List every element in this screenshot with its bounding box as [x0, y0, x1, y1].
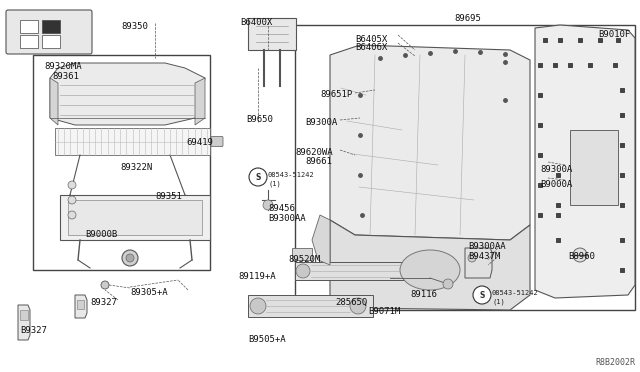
Bar [295, 262, 405, 280]
Text: (1): (1) [268, 181, 281, 187]
Text: 89119+A: 89119+A [238, 272, 276, 281]
Text: B8960: B8960 [568, 252, 595, 261]
Text: S: S [255, 173, 260, 182]
Circle shape [573, 248, 587, 262]
Polygon shape [330, 220, 530, 310]
Circle shape [101, 281, 109, 289]
Bar [295, 25, 635, 310]
Text: 89350: 89350 [122, 22, 148, 31]
Bar [570, 130, 618, 205]
Text: 89351: 89351 [155, 192, 182, 201]
Text: B9000A: B9000A [540, 180, 572, 189]
Text: B9300A: B9300A [305, 118, 337, 127]
Text: 89361: 89361 [52, 72, 79, 81]
Polygon shape [195, 78, 205, 125]
Text: 08543-51242: 08543-51242 [492, 290, 539, 296]
Bar [42, 35, 60, 48]
Circle shape [68, 196, 76, 204]
Text: 89305+A: 89305+A [130, 288, 168, 297]
Text: B9071M: B9071M [368, 307, 400, 316]
Text: B6400X: B6400X [240, 18, 272, 27]
Circle shape [443, 279, 453, 289]
Bar [55, 128, 210, 155]
Bar [42, 20, 60, 33]
Polygon shape [50, 78, 58, 125]
Circle shape [250, 298, 266, 314]
Bar [248, 295, 373, 317]
Circle shape [468, 254, 476, 262]
Text: 89695: 89695 [454, 14, 481, 23]
Text: B9437M: B9437M [468, 252, 500, 261]
Polygon shape [312, 215, 330, 265]
Bar [292, 248, 312, 260]
Text: 89456: 89456 [268, 204, 295, 213]
Polygon shape [75, 295, 87, 318]
Bar [77, 300, 84, 309]
Polygon shape [535, 25, 635, 298]
Text: B9300AA: B9300AA [468, 242, 506, 251]
Text: 89320MA: 89320MA [44, 62, 82, 71]
Circle shape [350, 298, 366, 314]
Text: 89116: 89116 [410, 290, 437, 299]
Bar [20, 20, 38, 33]
Text: B6406X: B6406X [355, 43, 387, 52]
Bar [60, 195, 210, 240]
FancyBboxPatch shape [211, 137, 223, 147]
Circle shape [296, 264, 310, 278]
Text: 89520M: 89520M [288, 255, 320, 264]
Polygon shape [50, 63, 205, 125]
Text: 89322N: 89322N [120, 163, 152, 172]
Polygon shape [330, 45, 530, 240]
Text: 89651P: 89651P [320, 90, 352, 99]
Polygon shape [465, 248, 492, 278]
Text: 89327: 89327 [90, 298, 117, 307]
Text: 08543-51242: 08543-51242 [268, 172, 315, 178]
Text: B9010F: B9010F [598, 30, 630, 39]
Circle shape [263, 200, 273, 210]
Text: (1): (1) [492, 299, 505, 305]
Bar [248, 18, 296, 50]
Bar [68, 200, 202, 235]
Circle shape [68, 211, 76, 219]
Text: 89661: 89661 [305, 157, 332, 166]
Text: B6405X: B6405X [355, 35, 387, 44]
Text: R8B2002R: R8B2002R [595, 358, 635, 367]
Circle shape [126, 254, 134, 262]
Text: B9650: B9650 [246, 115, 273, 124]
Circle shape [473, 286, 491, 304]
Text: B9300AA: B9300AA [268, 214, 306, 223]
Text: B9327: B9327 [20, 326, 47, 335]
Text: 89620WA: 89620WA [295, 148, 333, 157]
Bar [33, 55, 210, 270]
Bar [20, 310, 28, 320]
Text: 28565Q: 28565Q [335, 298, 367, 307]
Text: 89300A: 89300A [540, 165, 572, 174]
Bar [20, 35, 38, 48]
Text: S: S [479, 291, 484, 299]
Text: 69419: 69419 [186, 138, 213, 147]
FancyBboxPatch shape [6, 10, 92, 54]
Text: B9505+A: B9505+A [248, 335, 285, 344]
Polygon shape [18, 305, 30, 340]
Circle shape [122, 250, 138, 266]
Ellipse shape [400, 250, 460, 290]
Circle shape [249, 168, 267, 186]
Text: B9000B: B9000B [85, 230, 117, 239]
Circle shape [68, 181, 76, 189]
